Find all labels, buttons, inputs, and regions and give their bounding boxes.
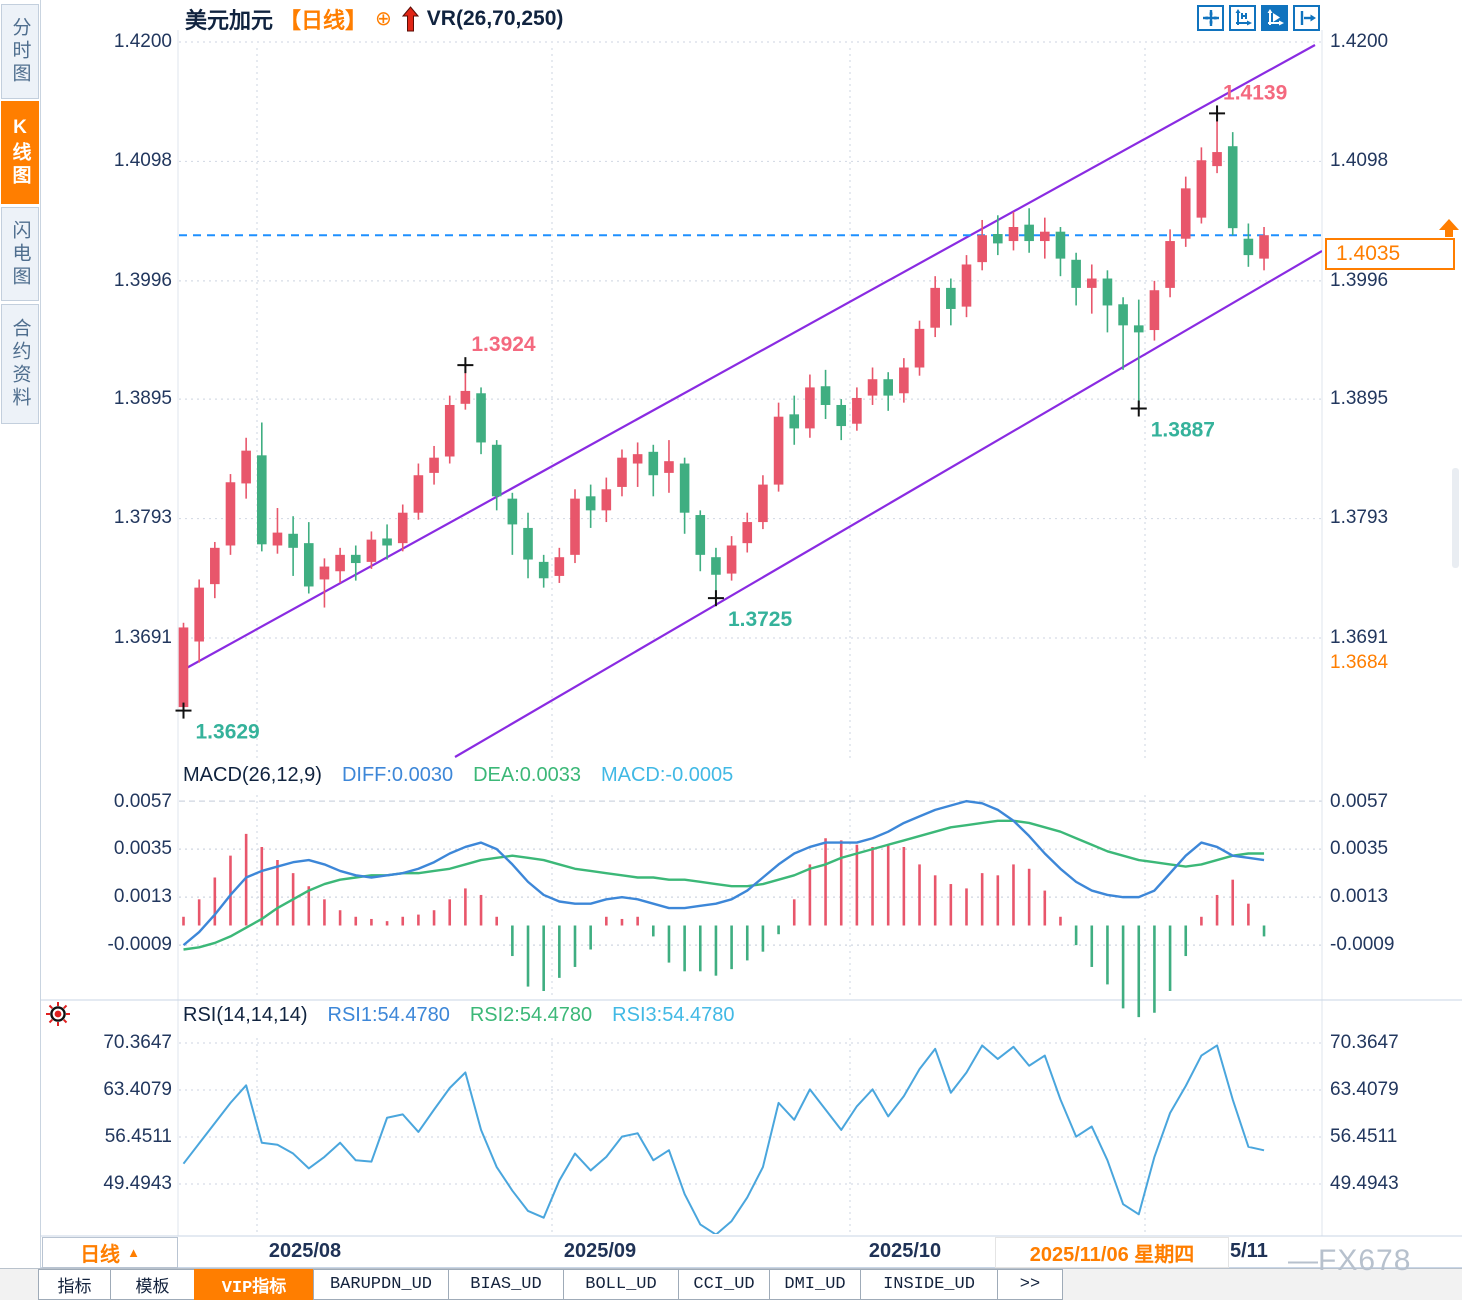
tab-more[interactable]: >> xyxy=(997,1269,1063,1300)
tab-vip-indicators[interactable]: VIP指标 xyxy=(194,1269,314,1300)
indicator-settings-icon[interactable] xyxy=(45,1001,71,1032)
crosshair-icon[interactable] xyxy=(1197,5,1224,31)
sidebar-item-label: 分时图 xyxy=(9,17,31,86)
chevron-up-icon: ▲ xyxy=(127,1245,140,1260)
price-axis-label: 1.3996 xyxy=(113,270,172,291)
auto-fit-icon[interactable] xyxy=(1261,5,1288,31)
indicator-name[interactable]: VR(26,70,250) xyxy=(426,7,564,30)
macd-axis-label: -0.0009 xyxy=(1330,934,1395,955)
x-axis-month: 2025/08 xyxy=(268,1240,342,1262)
rsi-axis-label: 70.3647 xyxy=(1330,1032,1399,1053)
rsi-axis-label: 63.4079 xyxy=(103,1079,172,1100)
rsi-axis-label: 63.4079 xyxy=(1330,1079,1399,1100)
axis-scale-icon[interactable] xyxy=(1229,5,1256,31)
price-axis-label: 1.3895 xyxy=(1330,388,1389,409)
rsi-axis-label: 56.4511 xyxy=(1330,1126,1398,1147)
rsi3-value: RSI3:54.4780 xyxy=(612,1004,735,1026)
tab-bias-ud[interactable]: BIAS_UD xyxy=(448,1269,564,1300)
price-axis-label: 1.3691 xyxy=(113,627,172,648)
svg-text:1.3924: 1.3924 xyxy=(471,333,536,356)
period-tag[interactable]: 【日线】 xyxy=(279,8,368,33)
svg-text:1.3887: 1.3887 xyxy=(1151,418,1215,441)
rsi-axis-label: 56.4511 xyxy=(104,1126,172,1147)
price-axis-label: 1.4098 xyxy=(113,150,172,171)
tab-templates[interactable]: 模板 xyxy=(110,1269,195,1300)
macd-axis-label: 0.0057 xyxy=(113,791,172,812)
current-price-badge: 1.4035 xyxy=(1325,238,1455,270)
price-axis-label: 1.3691 xyxy=(1330,627,1389,648)
current-price-value: 1.4035 xyxy=(1336,242,1401,265)
indicator-tab-bar: 指标 模板 VIP指标 BARUPDN_UD BIAS_UD BOLL_UD C… xyxy=(0,1268,1462,1300)
period-selector-label: 日线 xyxy=(80,1244,121,1266)
tab-boll-ud[interactable]: BOLL_UD xyxy=(563,1269,679,1300)
price-axis-label: 1.3793 xyxy=(113,507,172,528)
rsi-title[interactable]: RSI(14,14,14) xyxy=(183,1004,308,1026)
left-sidebar: 分时图 K线图 闪电图 合约资料 xyxy=(0,0,41,1300)
tab-dmi-ud[interactable]: DMI_UD xyxy=(769,1269,861,1300)
up-arrow-icon xyxy=(401,6,419,32)
add-compare-icon[interactable]: ⊕ xyxy=(375,8,392,30)
price-axis-label: 1.3996 xyxy=(1330,270,1389,291)
price-axis-label: 1.3895 xyxy=(113,388,172,409)
price-axis-label: 1.4098 xyxy=(1330,150,1389,171)
macd-axis-label: -0.0009 xyxy=(107,934,172,955)
chart-header: 美元加元 【日线】 ⊕ VR(26,70,250) xyxy=(185,4,563,34)
macd-header: MACD(26,12,9) DIFF:0.0030 DEA:0.0033 MAC… xyxy=(183,764,733,787)
rsi-axis-label: 70.3647 xyxy=(103,1032,172,1053)
sidebar-item-label: 闪电图 xyxy=(9,219,31,289)
sidebar-item-contract-info[interactable]: 合约资料 xyxy=(1,304,39,424)
sidebar-item-kline[interactable]: K线图 xyxy=(1,101,39,204)
crosshair-date-tooltip: 2025/11/06 星期四 xyxy=(995,1237,1229,1268)
symbol-title: 美元加元 xyxy=(185,8,274,33)
macd-axis-label: 0.0057 xyxy=(1330,791,1389,812)
watermark-text: FX678 xyxy=(1318,1244,1412,1277)
macd-macd-value: MACD:-0.0005 xyxy=(600,764,734,786)
macd-axis-label: 0.0013 xyxy=(1330,886,1389,907)
tab-cci-ud[interactable]: CCI_UD xyxy=(678,1269,770,1300)
price-axis-label: 1.4200 xyxy=(113,31,172,52)
macd-axis-label: 0.0035 xyxy=(1330,838,1389,859)
watermark-dash: — xyxy=(1288,1244,1318,1277)
tab-inside-ud[interactable]: INSIDE_UD xyxy=(860,1269,998,1300)
rsi1-value: RSI1:54.4780 xyxy=(327,1004,450,1026)
sidebar-item-timeshare[interactable]: 分时图 xyxy=(1,4,39,99)
x-axis-month-partial: 5/11 xyxy=(1230,1240,1268,1262)
macd-title[interactable]: MACD(26,12,9) xyxy=(183,764,322,786)
tab-barupdn-ud[interactable]: BARUPDN_UD xyxy=(313,1269,449,1300)
x-axis-month: 2025/10 xyxy=(868,1240,942,1262)
rsi-axis-label: 49.4943 xyxy=(103,1173,172,1194)
price-axis-label: 1.3793 xyxy=(1330,507,1389,528)
low-price-label: 1.3684 xyxy=(1330,652,1389,673)
sidebar-item-label: K线图 xyxy=(9,117,31,188)
chart-toolbar xyxy=(1197,5,1320,31)
x-axis-month: 2025/09 xyxy=(563,1240,637,1262)
macd-diff-value: DIFF:0.0030 xyxy=(341,764,454,786)
macd-axis-label: 0.0013 xyxy=(113,886,172,907)
macd-dea-value: DEA:0.0033 xyxy=(473,764,581,786)
svg-text:1.3725: 1.3725 xyxy=(728,608,793,631)
rsi-axis-label: 49.4943 xyxy=(1330,1173,1399,1194)
rsi2-value: RSI2:54.4780 xyxy=(469,1004,593,1026)
svg-text:1.4139: 1.4139 xyxy=(1223,81,1287,104)
watermark: — FX678 xyxy=(1288,1244,1411,1278)
price-axis-label: 1.4200 xyxy=(1330,31,1389,52)
sidebar-item-lightning[interactable]: 闪电图 xyxy=(1,207,39,301)
goto-latest-icon[interactable] xyxy=(1293,5,1320,31)
rsi-header: RSI(14,14,14) RSI1:54.4780 RSI2:54.4780 … xyxy=(183,1004,735,1027)
period-selector[interactable]: 日线 ▲ xyxy=(42,1237,178,1268)
sidebar-item-label: 合约资料 xyxy=(9,318,31,410)
macd-axis-label: 0.0035 xyxy=(113,838,172,859)
tab-indicators[interactable]: 指标 xyxy=(38,1269,111,1300)
svg-text:1.3629: 1.3629 xyxy=(196,721,260,744)
